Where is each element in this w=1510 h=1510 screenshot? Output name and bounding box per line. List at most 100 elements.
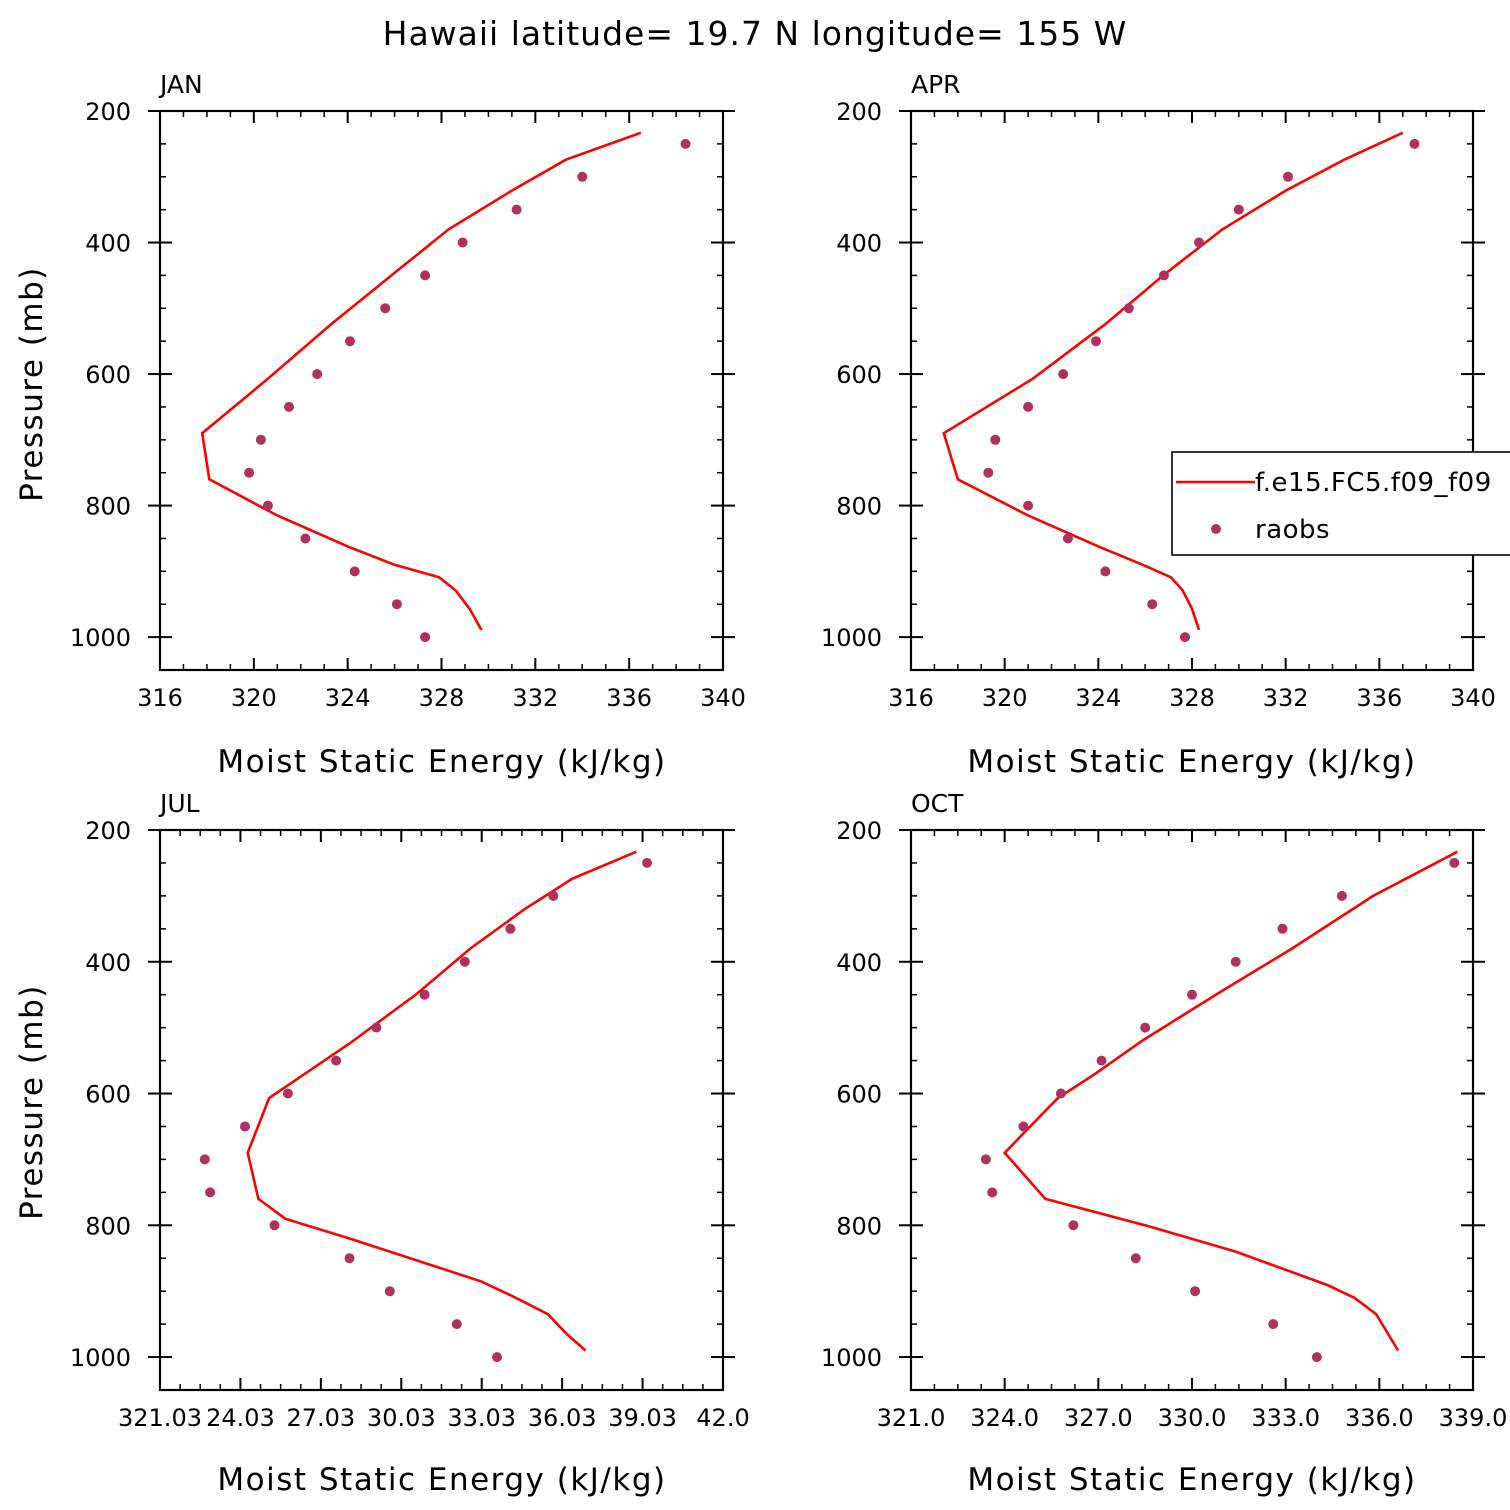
obs-point-jan (345, 336, 355, 347)
y-tick-label-apr: 800 (836, 493, 882, 521)
y-tick-label-jul: 600 (85, 1081, 131, 1109)
y-tick-label-jan: 800 (85, 493, 131, 521)
obs-point-jan (380, 303, 391, 314)
obs-point-jul (459, 956, 470, 967)
obs-point-jul (548, 890, 559, 901)
obs-point-apr (1023, 500, 1034, 511)
obs-point-oct (1336, 890, 1347, 901)
y-tick-label-oct: 200 (836, 817, 882, 845)
panel-jan: JAN Moist Static Energy (kJ/kg) Pressure… (14, 70, 746, 780)
x-tick-label-jan: 328 (419, 684, 465, 712)
obs-point-jan (391, 599, 402, 610)
panel-label-apr: APR (911, 70, 961, 99)
obs-point-jul (344, 1253, 355, 1264)
legend-obs-label: raobs (1255, 515, 1330, 545)
panel-jul: JUL Moist Static Energy (kJ/kg) Pressure… (14, 789, 750, 1498)
x-tick-label-jul: 321.03 (118, 1404, 202, 1432)
y-tick-label-oct: 800 (836, 1212, 882, 1240)
obs-point-oct (1018, 1121, 1029, 1132)
obs-point-apr (1147, 599, 1158, 610)
x-tick-label-jan: 332 (512, 684, 558, 712)
plot-frame-oct (909, 828, 1475, 1392)
x-tick-label-jul: 30.03 (367, 1404, 436, 1432)
obs-point-jul (282, 1088, 293, 1099)
obs-point-apr (990, 434, 1001, 445)
panel-oct: OCT Moist Static Energy (kJ/kg) 321.0 324… (821, 789, 1507, 1498)
x-tick-label-oct: 330.0 (1158, 1404, 1227, 1432)
model-line-apr (942, 131, 1404, 631)
obs-point-apr (1100, 566, 1111, 577)
y-tick-label-jan: 200 (85, 98, 131, 126)
obs-point-apr (983, 467, 994, 478)
legend-model-label: f.e15.FC5.f09_f09 (1255, 468, 1492, 498)
legend: f.e15.FC5.f09_f09 raobs (1171, 451, 1510, 556)
y-tick-label-oct: 600 (836, 1081, 882, 1109)
obs-point-jul (371, 1022, 382, 1033)
obs-point-oct (1268, 1319, 1279, 1330)
x-tick-label-jul: 42.0 (696, 1404, 749, 1432)
x-tick-label-apr: 328 (1169, 684, 1215, 712)
obs-point-apr (1283, 171, 1293, 182)
obs-point-apr (1409, 138, 1420, 149)
x-tick-label-oct: 327.0 (1064, 1404, 1133, 1432)
obs-point-oct (987, 1187, 998, 1198)
obs-point-jul (419, 989, 430, 1000)
obs-point-jul (331, 1055, 342, 1066)
x-tick-label-apr: 316 (888, 684, 934, 712)
obs-point-oct (1230, 956, 1241, 967)
obs-point-apr (1233, 204, 1244, 215)
plot-frame-jan (158, 109, 725, 672)
panel-apr: APR Moist Static Energy (kJ/kg) 316 320 32… (821, 70, 1496, 780)
y-tick-label-oct: 1000 (821, 1344, 882, 1372)
y-tick-label-jul: 1000 (70, 1344, 131, 1372)
obs-point-oct (1190, 1286, 1201, 1297)
obs-point-oct (1055, 1088, 1066, 1099)
y-tick-label-apr: 400 (836, 230, 882, 258)
x-axis-label-jul: Moist Static Energy (kJ/kg) (217, 1462, 666, 1498)
obs-point-oct (1130, 1253, 1141, 1264)
obs-point-jul (642, 857, 653, 868)
x-tick-label-jan: 336 (606, 684, 652, 712)
obs-point-apr (1058, 369, 1069, 380)
x-tick-label-jul: 39.03 (608, 1404, 677, 1432)
y-tick-label-apr: 1000 (821, 624, 882, 652)
obs-point-jan (262, 500, 273, 511)
obs-point-apr (1180, 632, 1190, 643)
y-tick-label-jan: 1000 (70, 624, 131, 652)
x-tick-label-jan: 324 (325, 684, 371, 712)
x-tick-label-oct: 324.0 (970, 1404, 1039, 1432)
x-tick-label-apr: 324 (1075, 684, 1121, 712)
obs-point-jul (199, 1154, 210, 1165)
x-tick-label-jul: 27.03 (286, 1404, 355, 1432)
x-tick-label-jan: 316 (137, 684, 183, 712)
obs-point-jan (511, 204, 522, 215)
obs-point-jan (300, 533, 311, 544)
x-tick-label-oct: 321.0 (877, 1404, 946, 1432)
obs-point-oct (1096, 1055, 1107, 1066)
panel-label-oct: OCT (911, 789, 964, 818)
y-axis-label-jan: Pressure (mb) (14, 266, 50, 502)
x-tick-label-apr: 320 (982, 684, 1028, 712)
obs-point-jan (577, 171, 588, 182)
obs-point-apr (1091, 336, 1101, 347)
x-axis-label-jan: Moist Static Energy (kJ/kg) (217, 744, 666, 780)
obs-point-oct (1311, 1352, 1322, 1363)
obs-point-oct (1068, 1220, 1079, 1231)
x-tick-label-oct: 333.0 (1251, 1404, 1320, 1432)
x-tick-label-jul: 36.03 (528, 1404, 597, 1432)
x-tick-label-jul: 24.03 (206, 1404, 275, 1432)
plot-frame-jul (158, 828, 725, 1392)
obs-point-jan (312, 369, 323, 380)
y-tick-label-apr: 200 (836, 98, 882, 126)
obs-point-apr (1023, 401, 1034, 412)
obs-point-jul (451, 1319, 462, 1330)
legend-box (1171, 451, 1510, 556)
obs-point-apr (1062, 533, 1073, 544)
x-tick-label-oct: 339.0 (1439, 1404, 1508, 1432)
obs-point-jan (349, 566, 360, 577)
x-tick-label-jan: 320 (231, 684, 277, 712)
x-tick-label-apr: 340 (1450, 684, 1496, 712)
obs-point-jan (420, 632, 431, 643)
panel-label-jan: JAN (158, 70, 203, 99)
